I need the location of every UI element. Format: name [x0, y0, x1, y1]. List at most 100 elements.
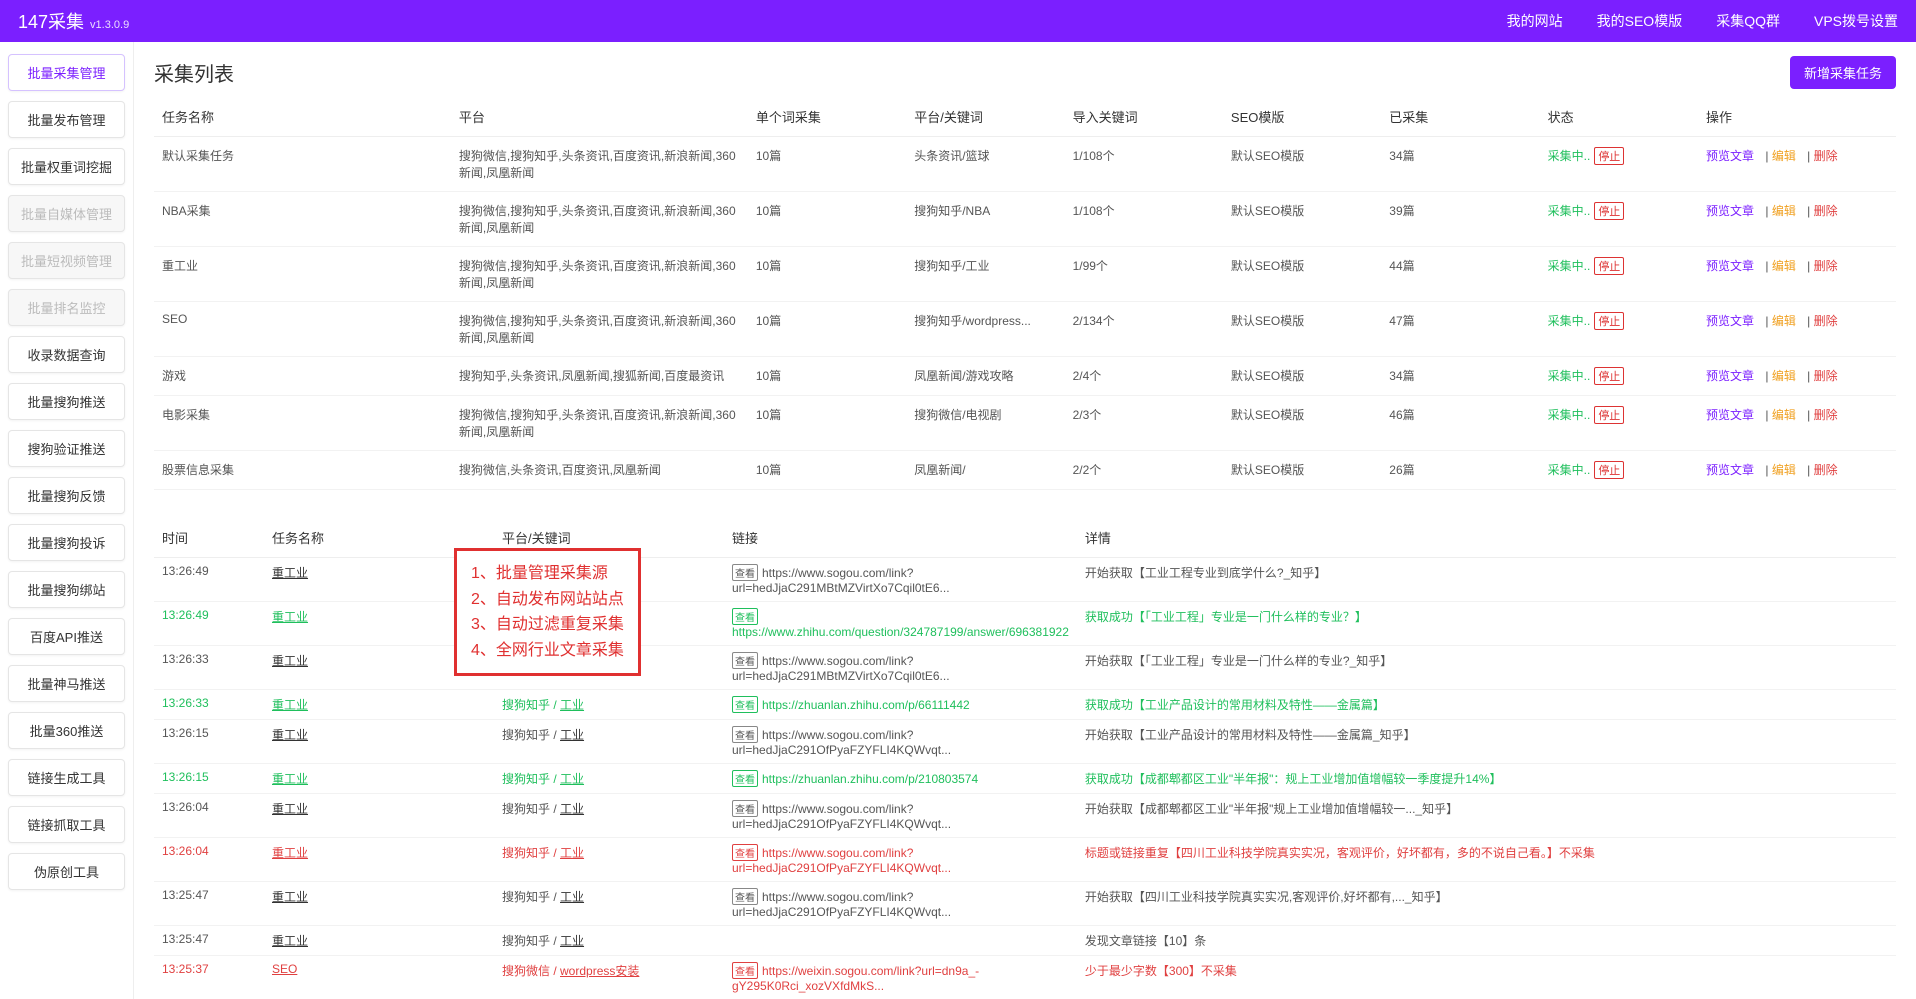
- log-task: SEO: [264, 956, 494, 999]
- stop-button[interactable]: 停止: [1594, 202, 1624, 220]
- sidebar-item-8[interactable]: 搜狗验证推送: [8, 430, 125, 467]
- delete-link[interactable]: 删除: [1814, 408, 1838, 422]
- delete-link[interactable]: 删除: [1814, 259, 1838, 273]
- nav-my-site[interactable]: 我的网站: [1507, 11, 1563, 31]
- task-name: 游戏: [154, 357, 451, 396]
- log-task: 重工业: [264, 720, 494, 764]
- view-badge[interactable]: 查看: [732, 888, 758, 905]
- delete-link[interactable]: 删除: [1814, 149, 1838, 163]
- preview-link[interactable]: 预览文章: [1706, 408, 1754, 422]
- log-url[interactable]: https://weixin.sogou.com/link?url=dn9a_-…: [732, 964, 979, 993]
- edit-link[interactable]: 编辑: [1772, 369, 1796, 383]
- sidebar-item-17[interactable]: 伪原创工具: [8, 853, 125, 890]
- sidebar-item-9[interactable]: 批量搜狗反馈: [8, 477, 125, 514]
- task-status: 采集中..停止: [1540, 192, 1698, 247]
- edit-link[interactable]: 编辑: [1772, 149, 1796, 163]
- delete-link[interactable]: 删除: [1814, 204, 1838, 218]
- view-badge[interactable]: 查看: [732, 844, 758, 861]
- delete-link[interactable]: 删除: [1814, 314, 1838, 328]
- nav-qq-group[interactable]: 采集QQ群: [1716, 11, 1780, 31]
- log-time: 13:26:15: [154, 764, 264, 794]
- nav-seo-template[interactable]: 我的SEO模版: [1597, 11, 1683, 31]
- sidebar-item-2[interactable]: 批量权重词挖掘: [8, 148, 125, 185]
- edit-link[interactable]: 编辑: [1772, 408, 1796, 422]
- log-url[interactable]: https://www.sogou.com/link?url=hedJjaC29…: [732, 802, 951, 831]
- sidebar-item-13[interactable]: 批量神马推送: [8, 665, 125, 702]
- task-row: SEO搜狗微信,搜狗知乎,头条资讯,百度资讯,新浪新闻,360新闻,凤凰新闻10…: [154, 302, 1896, 357]
- stop-button[interactable]: 停止: [1594, 257, 1624, 275]
- sidebar-item-0[interactable]: 批量采集管理: [8, 54, 125, 91]
- brand-title: 147采集: [18, 8, 84, 34]
- log-task: 重工业: [264, 882, 494, 926]
- sidebar-item-6[interactable]: 收录数据查询: [8, 336, 125, 373]
- task-kw: 凤凰新闻/游戏攻略: [906, 357, 1064, 396]
- log-url[interactable]: https://www.sogou.com/link?url=hedJjaC29…: [732, 654, 950, 683]
- stop-button[interactable]: 停止: [1594, 147, 1624, 165]
- sidebar-item-15[interactable]: 链接生成工具: [8, 759, 125, 796]
- stop-button[interactable]: 停止: [1594, 461, 1624, 479]
- view-badge[interactable]: 查看: [732, 564, 758, 581]
- view-badge[interactable]: 查看: [732, 800, 758, 817]
- stop-button[interactable]: 停止: [1594, 367, 1624, 385]
- task-th: SEO模版: [1223, 97, 1381, 137]
- sidebar-item-11[interactable]: 批量搜狗绑站: [8, 571, 125, 608]
- preview-link[interactable]: 预览文章: [1706, 369, 1754, 383]
- new-task-button[interactable]: 新增采集任务: [1790, 56, 1896, 89]
- task-tpl: 默认SEO模版: [1223, 302, 1381, 357]
- sidebar-item-12[interactable]: 百度API推送: [8, 618, 125, 655]
- log-time: 13:25:47: [154, 926, 264, 956]
- stop-button[interactable]: 停止: [1594, 312, 1624, 330]
- task-cnt: 44篇: [1381, 247, 1539, 302]
- delete-link[interactable]: 删除: [1814, 463, 1838, 477]
- task-table: 任务名称平台单个词采集平台/关键词导入关键词SEO模版已采集状态操作 默认采集任…: [154, 97, 1896, 490]
- log-link: 查看 https://zhuanlan.zhihu.com/p/66111442: [724, 690, 1077, 720]
- edit-link[interactable]: 编辑: [1772, 204, 1796, 218]
- view-badge[interactable]: 查看: [732, 726, 758, 743]
- sidebar-item-10[interactable]: 批量搜狗投诉: [8, 524, 125, 561]
- log-url[interactable]: https://www.sogou.com/link?url=hedJjaC29…: [732, 566, 950, 595]
- stop-button[interactable]: 停止: [1594, 406, 1624, 424]
- log-row: 13:26:15重工业搜狗知乎 / 工业查看https://zhuanlan.z…: [154, 764, 1896, 794]
- view-badge[interactable]: 查看: [732, 770, 758, 787]
- task-platform: 搜狗微信,头条资讯,百度资讯,凤凰新闻: [451, 451, 748, 490]
- task-imp: 2/3个: [1065, 396, 1223, 451]
- preview-link[interactable]: 预览文章: [1706, 204, 1754, 218]
- log-url[interactable]: https://www.sogou.com/link?url=hedJjaC29…: [732, 728, 951, 757]
- preview-link[interactable]: 预览文章: [1706, 463, 1754, 477]
- edit-link[interactable]: 编辑: [1772, 463, 1796, 477]
- task-per: 10篇: [748, 137, 906, 192]
- log-url[interactable]: https://www.sogou.com/link?url=hedJjaC29…: [732, 890, 951, 919]
- preview-link[interactable]: 预览文章: [1706, 259, 1754, 273]
- view-badge[interactable]: 查看: [732, 962, 758, 979]
- log-row: 13:25:47重工业搜狗知乎 / 工业查看https://www.sogou.…: [154, 882, 1896, 926]
- sidebar-item-7[interactable]: 批量搜狗推送: [8, 383, 125, 420]
- task-row: 游戏搜狗知乎,头条资讯,凤凰新闻,搜狐新闻,百度最资讯10篇凤凰新闻/游戏攻略2…: [154, 357, 1896, 396]
- log-time: 13:25:37: [154, 956, 264, 999]
- log-row: 13:25:47重工业搜狗知乎 / 工业发现文章链接【10】条: [154, 926, 1896, 956]
- task-kw: 搜狗知乎/工业: [906, 247, 1064, 302]
- preview-link[interactable]: 预览文章: [1706, 314, 1754, 328]
- task-cnt: 26篇: [1381, 451, 1539, 490]
- log-url[interactable]: https://zhuanlan.zhihu.com/p/210803574: [762, 772, 978, 786]
- log-url[interactable]: https://www.sogou.com/link?url=hedJjaC29…: [732, 846, 951, 875]
- view-badge[interactable]: 查看: [732, 608, 758, 625]
- sidebar-item-3: 批量自媒体管理: [8, 195, 125, 232]
- preview-link[interactable]: 预览文章: [1706, 149, 1754, 163]
- task-imp: 1/99个: [1065, 247, 1223, 302]
- view-badge[interactable]: 查看: [732, 696, 758, 713]
- sidebar-item-16[interactable]: 链接抓取工具: [8, 806, 125, 843]
- log-url[interactable]: https://www.zhihu.com/question/324787199…: [732, 625, 1069, 639]
- log-url[interactable]: https://zhuanlan.zhihu.com/p/66111442: [762, 698, 970, 712]
- delete-link[interactable]: 删除: [1814, 369, 1838, 383]
- edit-link[interactable]: 编辑: [1772, 314, 1796, 328]
- topnav: 我的网站 我的SEO模版 采集QQ群 VPS拨号设置: [1507, 11, 1898, 31]
- task-platform: 搜狗微信,搜狗知乎,头条资讯,百度资讯,新浪新闻,360新闻,凤凰新闻: [451, 396, 748, 451]
- view-badge[interactable]: 查看: [732, 652, 758, 669]
- nav-vps-dial[interactable]: VPS拨号设置: [1814, 11, 1898, 31]
- task-imp: 2/2个: [1065, 451, 1223, 490]
- task-th: 任务名称: [154, 97, 451, 137]
- sidebar-item-1[interactable]: 批量发布管理: [8, 101, 125, 138]
- task-tpl: 默认SEO模版: [1223, 247, 1381, 302]
- edit-link[interactable]: 编辑: [1772, 259, 1796, 273]
- sidebar-item-14[interactable]: 批量360推送: [8, 712, 125, 749]
